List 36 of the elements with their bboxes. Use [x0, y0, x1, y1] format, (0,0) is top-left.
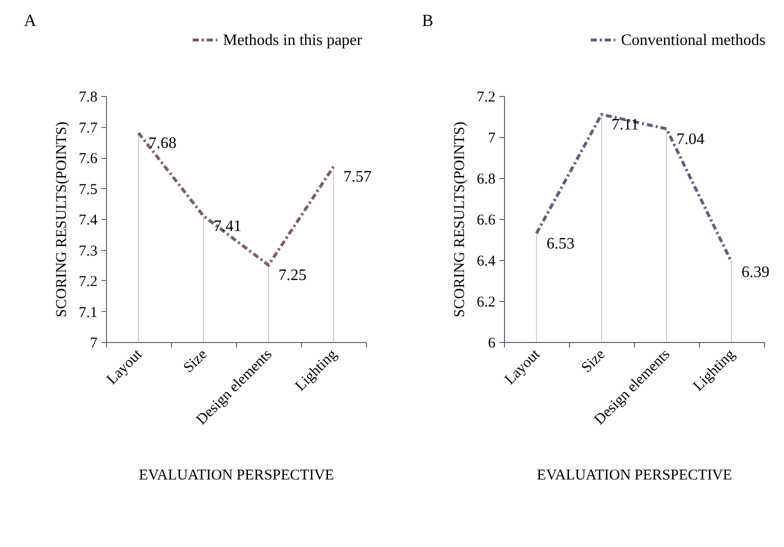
data-label: 7.68: [148, 134, 176, 152]
y-tick-label: 7.5: [78, 182, 98, 198]
y-tick-label: 6: [488, 336, 496, 352]
data-label: 7.25: [278, 267, 306, 284]
legend-label: Conventional methods: [621, 32, 766, 49]
y-tick-label: 7.2: [78, 274, 98, 290]
data-label: 6.53: [546, 235, 574, 252]
y-tick-label: 6.4: [476, 254, 496, 270]
data-label: 6.39: [742, 264, 770, 282]
y-tick-label: 7.1: [78, 304, 98, 321]
y-tick-label: 7.7: [78, 120, 98, 136]
chart-title: A: [24, 11, 37, 30]
y-tick-label: 7: [90, 336, 98, 352]
line-series: [137, 131, 335, 267]
line-series: [535, 112, 733, 264]
data-label: 7.11: [612, 116, 639, 134]
y-tick-label: 6.2: [476, 294, 496, 310]
data-label: 7.04: [676, 130, 704, 148]
x-axis-title: EVALUATION PERSPECTIVE: [536, 468, 732, 484]
y-tick-label: 7.4: [78, 212, 98, 228]
y-axis-title: SCORING RESULTS(POINTS): [452, 122, 468, 318]
data-label: 7.57: [344, 168, 372, 186]
y-tick-label: 7.2: [476, 90, 496, 106]
y-tick-label: 7: [488, 130, 496, 146]
x-axis-title: EVALUATION PERSPECTIVE: [138, 468, 334, 484]
y-tick-label: 7.6: [78, 151, 98, 167]
y-tick-label: 6.8: [476, 172, 496, 188]
legend-label: Methods in this paper: [223, 32, 363, 49]
y-tick-label: 7.3: [78, 243, 98, 260]
x-tick-label: Size: [180, 346, 211, 376]
chart-title: B: [422, 11, 434, 30]
y-tick-label: 7.8: [78, 90, 98, 106]
data-label: 7.41: [214, 218, 242, 235]
y-axis-title: SCORING RESULTS(POINTS): [54, 122, 70, 318]
y-tick-label: 6.6: [476, 212, 496, 228]
x-tick-label: Size: [578, 346, 609, 376]
